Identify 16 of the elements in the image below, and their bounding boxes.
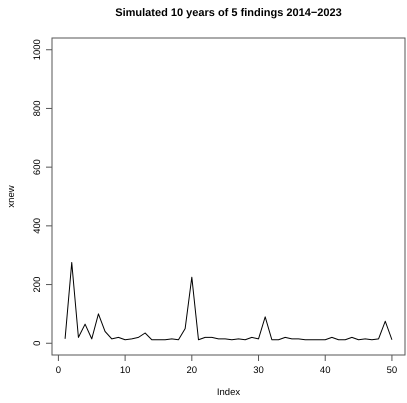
y-tick-label: 600 [32, 159, 43, 176]
x-tick-label: 50 [386, 365, 398, 376]
y-tick-label: 0 [32, 340, 43, 346]
y-tick-label: 800 [32, 100, 43, 116]
x-tick-label: 20 [186, 365, 198, 376]
x-tick-label: 10 [120, 365, 130, 376]
y-tick-label: 400 [32, 218, 43, 234]
x-tick-label: 0 [56, 365, 62, 376]
y-tick-label: 1000 [32, 39, 43, 60]
y-axis-title: xnew [6, 185, 17, 208]
y-tick-label: 200 [32, 276, 43, 292]
x-axis-title: Index [216, 387, 240, 398]
x-tick-label: 30 [253, 365, 264, 376]
line-series [64, 262, 392, 340]
chart-title: Simulated 10 years of 5 findings 2014−2023 [115, 7, 342, 19]
x-tick-label: 40 [320, 365, 331, 376]
